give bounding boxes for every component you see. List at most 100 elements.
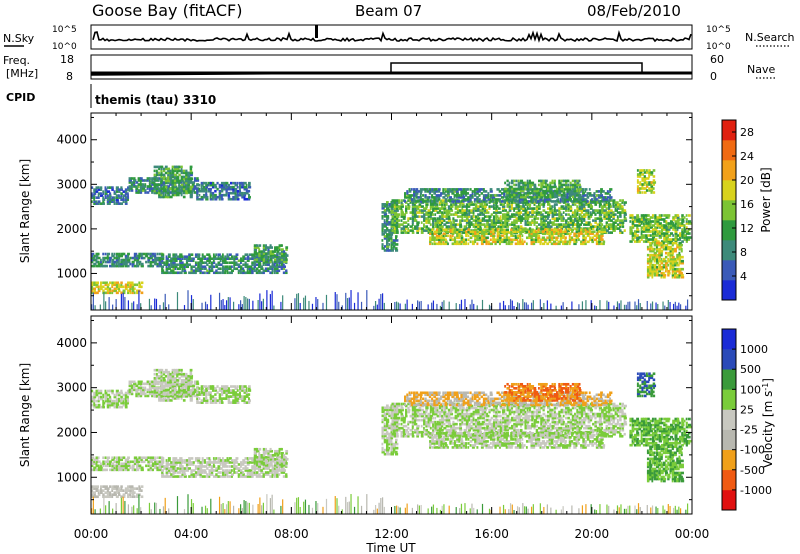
power-cell (486, 211, 490, 214)
power-cell (137, 179, 141, 182)
power-cell (565, 219, 568, 222)
power-cell (280, 250, 285, 253)
power-cell (413, 190, 417, 193)
power-cell (683, 216, 686, 219)
power-cell (571, 230, 574, 234)
power-cell (687, 236, 692, 239)
power-cell (674, 228, 677, 231)
power-cell (471, 196, 474, 199)
power-cell (118, 289, 121, 293)
power-cell (398, 201, 401, 204)
power-cell (480, 238, 484, 242)
power-cell (237, 259, 241, 263)
power-cell (515, 179, 518, 183)
power-cell (244, 271, 248, 275)
power-cell (562, 183, 566, 187)
power-cell (555, 238, 558, 242)
power-cell (576, 207, 579, 210)
power-cell (118, 256, 121, 260)
power-cell (598, 219, 602, 222)
power-clutter (679, 304, 682, 310)
power-cell (128, 177, 132, 180)
power-clutter (176, 292, 179, 310)
power-cell (276, 263, 279, 267)
velocity-cell (118, 393, 121, 397)
power-cell (140, 262, 144, 266)
power-cell (120, 202, 124, 205)
power-cell (139, 179, 143, 182)
velocity-cell (155, 389, 159, 392)
power-cell (265, 260, 269, 263)
power-cell (600, 234, 604, 238)
power-cell (392, 247, 395, 250)
power-clutter (460, 299, 463, 310)
power-cell (451, 234, 454, 238)
power-cell (485, 190, 488, 193)
power-cell (237, 263, 241, 267)
power-cell (402, 225, 406, 228)
power-cell (189, 167, 193, 171)
power-cell (464, 198, 468, 201)
power-cell (427, 213, 430, 216)
power-cell (603, 217, 606, 220)
power-clutter (345, 292, 347, 310)
power-cell (274, 260, 277, 263)
power-cell (536, 188, 541, 191)
power-cell (224, 269, 227, 273)
power-cell (656, 224, 660, 227)
power-cell (483, 228, 486, 232)
power-cell (390, 249, 394, 252)
power-cell (169, 195, 173, 199)
power-cell (510, 193, 515, 197)
power-cell (189, 191, 193, 194)
power-cell (248, 181, 251, 185)
power-cell (556, 217, 559, 220)
power-cell (513, 221, 516, 224)
power-cell (483, 211, 487, 214)
power-cell (508, 215, 512, 218)
power-cell (460, 192, 464, 195)
power-clutter (273, 305, 275, 310)
power-cell (124, 192, 128, 195)
power-cell (418, 211, 421, 214)
power-cell (685, 218, 688, 221)
power-cell (487, 240, 490, 244)
power-cell (224, 265, 228, 269)
power-cell (400, 231, 403, 234)
power-cell (519, 207, 524, 210)
power-cell (578, 193, 582, 197)
power-cell (566, 194, 569, 197)
power-cell (487, 242, 491, 246)
velocity-cell (127, 389, 130, 393)
power-cell (607, 203, 612, 206)
power-cell (260, 250, 263, 253)
power-cell (447, 221, 450, 224)
power-cell (587, 223, 591, 226)
power-cell (619, 205, 623, 208)
velocity-cell (193, 394, 198, 398)
power-cell (463, 219, 467, 222)
power-clutter (271, 290, 273, 310)
power-cell (576, 193, 580, 197)
power-cell (598, 213, 603, 216)
power-cell (488, 205, 491, 208)
velocity-cell (93, 405, 97, 409)
power-cell (480, 242, 484, 246)
velocity-cell (127, 397, 129, 401)
power-cell (148, 185, 153, 188)
power-cell (546, 192, 549, 195)
velocity-cell (155, 368, 159, 372)
power-cell (474, 225, 479, 228)
power-cell (458, 240, 462, 244)
power-cell (393, 213, 397, 216)
power-cell (586, 240, 590, 244)
power-cell (645, 226, 649, 229)
power-cell (567, 185, 570, 189)
power-cell (173, 173, 177, 177)
power-cell (456, 236, 460, 240)
power-cell (385, 223, 389, 226)
power-cell (234, 181, 237, 185)
power-cell (669, 226, 673, 229)
power-cell (485, 232, 488, 236)
power-cell (641, 183, 645, 186)
